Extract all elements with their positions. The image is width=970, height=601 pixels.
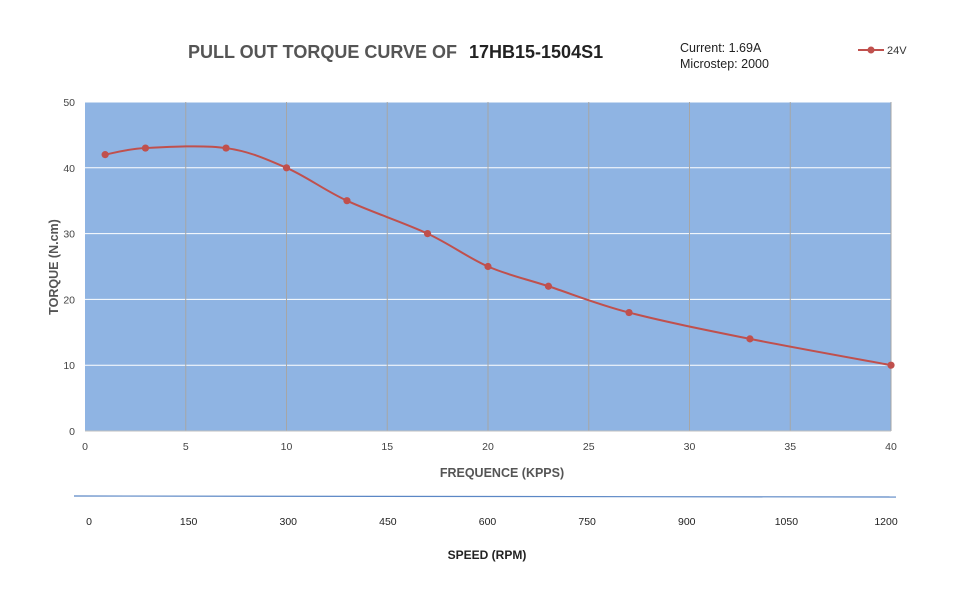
- series-group: [101, 144, 895, 369]
- x-tick-label: 0: [82, 441, 88, 453]
- y-tick-label: 20: [63, 294, 75, 306]
- y-tick-labels: 0 10 20 30 40 50: [63, 97, 75, 438]
- y-tick-label: 50: [63, 97, 75, 109]
- data-point: [746, 335, 754, 343]
- speed-tick-label: 150: [180, 516, 198, 528]
- data-point: [423, 230, 432, 238]
- speed-axis-line: [73, 495, 897, 498]
- data-point: [282, 164, 291, 172]
- data-point: [222, 144, 230, 152]
- speed-tick-label: 600: [479, 516, 497, 528]
- x-tick-labels: 0 5 10 15 20 25 30 35 40: [82, 441, 897, 453]
- speed-tick-label: 1200: [874, 516, 898, 528]
- data-point: [625, 308, 633, 317]
- x-tick-label: 5: [183, 441, 189, 453]
- speed-tick-label: 300: [279, 516, 297, 528]
- y-tick-label: 0: [69, 426, 75, 438]
- info-microstep: Microstep: 2000: [680, 57, 769, 71]
- y-tick-label: 30: [63, 229, 75, 241]
- chart-title-model: 17HB15-1504S1: [469, 42, 603, 62]
- series-line-24V: [104, 145, 892, 367]
- speed-tick-labels: 0 150 300 450 600 750 900 1050 1200: [86, 516, 898, 528]
- speed-tick-label: 900: [678, 516, 696, 528]
- x-tick-label: 25: [583, 441, 595, 453]
- speed-tick-label: 750: [578, 516, 596, 528]
- data-point: [343, 197, 351, 205]
- speed-tick-label: 0: [86, 516, 92, 528]
- x-axis-label: FREQUENCE (KPPS): [440, 466, 564, 480]
- speed-tick-label: 450: [379, 516, 397, 528]
- y-axis-label: TORQUE (N.cm): [47, 219, 61, 315]
- x-tick-label: 40: [885, 441, 897, 453]
- chart-title: PULL OUT TORQUE CURVE OF: [188, 42, 457, 62]
- x-tick-label: 30: [684, 441, 696, 453]
- x-tick-label: 35: [784, 441, 796, 453]
- speed-tick-label: 1050: [775, 516, 799, 528]
- legend: 24V: [858, 45, 907, 57]
- data-point: [484, 262, 492, 271]
- legend-label: 24V: [887, 45, 907, 57]
- data-point: [141, 144, 150, 152]
- x-tick-label: 10: [281, 441, 293, 453]
- data-point: [101, 151, 109, 159]
- data-point: [544, 282, 553, 290]
- info-current: Current: 1.69A: [680, 41, 762, 55]
- y-tick-label: 10: [63, 360, 75, 372]
- x-tick-label: 15: [381, 441, 393, 453]
- data-point: [887, 361, 895, 369]
- legend-marker: [867, 46, 875, 54]
- x-tick-label: 20: [482, 441, 494, 453]
- speed-axis-label: SPEED (RPM): [448, 548, 527, 562]
- y-tick-label: 40: [63, 163, 75, 175]
